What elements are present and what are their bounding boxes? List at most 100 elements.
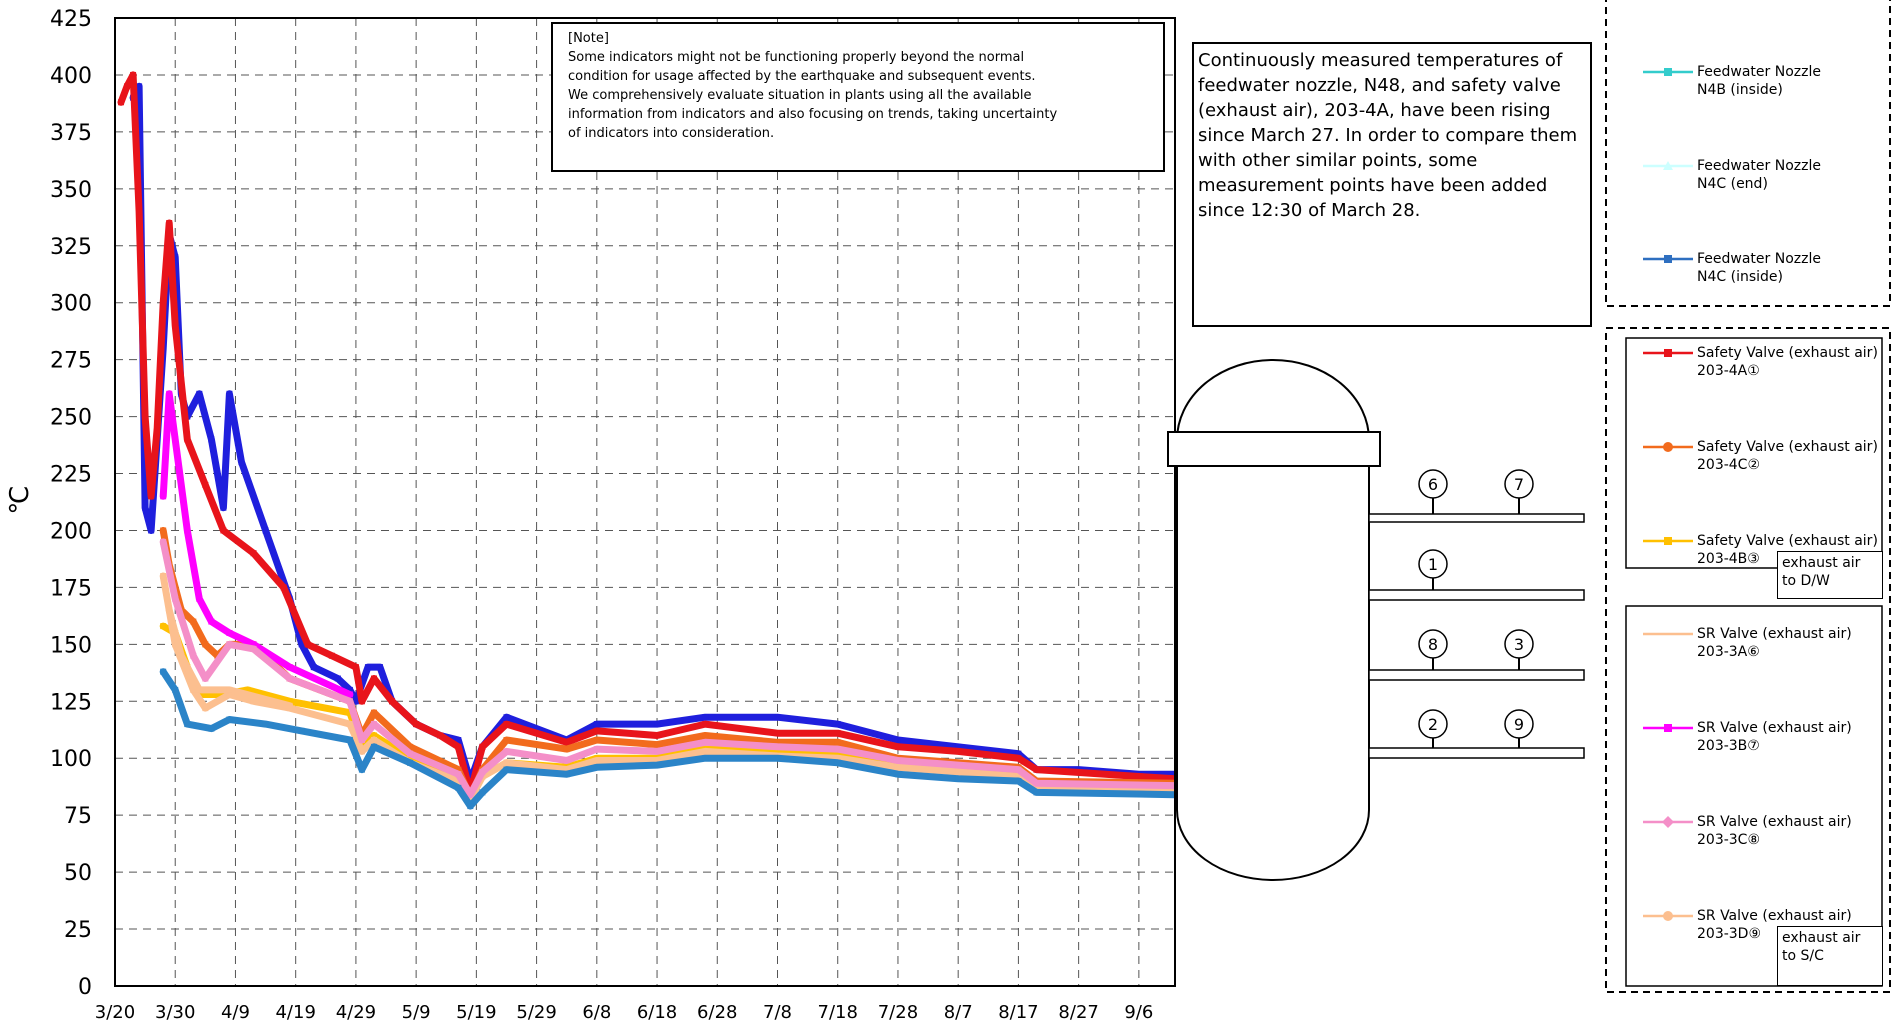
series-point [593, 727, 600, 734]
x-tick-label: 7/8 [763, 1002, 792, 1023]
legend-sublabel: 203-4B③ [1697, 551, 1760, 567]
series-point [1015, 766, 1022, 773]
series-point [370, 675, 377, 682]
series-point [298, 641, 305, 648]
series-line [159, 390, 354, 698]
valve-marker-label: 9 [1514, 715, 1524, 734]
note-line: information from indicators and also foc… [568, 107, 1058, 122]
series-point [503, 748, 510, 755]
series-point [1033, 784, 1040, 791]
series-point [563, 757, 570, 764]
series-point [172, 254, 179, 261]
series-point [503, 714, 510, 721]
series-point [563, 771, 570, 778]
valve-marker-circle [1418, 469, 1448, 499]
series-point [226, 390, 233, 397]
series-point [190, 618, 197, 625]
series-point [136, 83, 143, 90]
series-point [407, 743, 414, 750]
series-point [702, 739, 709, 746]
series-point [118, 99, 125, 106]
series-point [894, 771, 901, 778]
valve-marker-label: 7 [1514, 475, 1524, 494]
plot-frame [114, 17, 1176, 987]
pipe-4 [1368, 747, 1585, 759]
series-point [894, 764, 901, 771]
series-point [437, 732, 444, 739]
x-tick-label: 4/19 [275, 1002, 315, 1023]
flow-label-sc: exhaust air to S/C [1777, 926, 1883, 986]
series-point [250, 550, 257, 557]
legend-sublabel: 203-3D⑨ [1697, 926, 1762, 942]
series-point [238, 459, 245, 466]
legend-label: Safety Valve (exhaust air) [1697, 439, 1878, 455]
series-point [834, 739, 841, 746]
legend-label: SR Valve (exhaust air) [1697, 908, 1852, 924]
series-point [226, 641, 233, 648]
series-point [955, 762, 962, 769]
y-tick-label: 175 [50, 576, 92, 601]
y-tick-label: 0 [78, 975, 92, 1000]
series-point [702, 755, 709, 762]
series-point [1135, 773, 1142, 780]
series-point [503, 737, 510, 744]
series-point [563, 739, 570, 746]
series-point [894, 737, 901, 744]
y-tick-labels: 0 25 50 75 100 125 150 175 200 225 250 275 300 325 350… [50, 7, 92, 1000]
series-point [226, 691, 233, 698]
series-point [166, 607, 173, 614]
legend-sublabel: N4B (inside) [1697, 82, 1783, 98]
series-point [702, 721, 709, 728]
series-point [654, 757, 661, 764]
note-line: condition for usage affected by the eart… [568, 69, 1036, 84]
series-point [467, 791, 474, 798]
series-point [208, 618, 215, 625]
series-point [160, 623, 167, 630]
series-point [358, 766, 365, 773]
series-point [136, 208, 143, 215]
y-tick-label: 425 [50, 7, 92, 32]
series-point [172, 595, 179, 602]
series-point [455, 743, 462, 750]
valve-marker-label: 2 [1428, 715, 1438, 734]
valve-marker-circle [1418, 549, 1448, 579]
series-point [593, 737, 600, 744]
series-point [702, 714, 709, 721]
series-point [834, 746, 841, 753]
series-point [286, 664, 293, 671]
x-tick-label: 7/28 [878, 1002, 918, 1023]
series-point [834, 750, 841, 757]
series-point [244, 686, 251, 693]
y-axis-label: ℃ [5, 485, 35, 514]
pipe-3 [1368, 669, 1585, 681]
series-point [479, 789, 486, 796]
legend-label: SR Valve (exhaust air) [1697, 814, 1852, 830]
series-point [250, 645, 257, 652]
series-point [298, 727, 305, 734]
legend-sublabel: 203-3A⑥ [1697, 644, 1760, 660]
series-point [328, 652, 335, 659]
note-box: [Note] Some indicators might not be func… [551, 22, 1165, 172]
valve-marker-circle [1418, 629, 1448, 659]
series-point [358, 748, 365, 755]
info-text: Continuously measured temperatures of fe… [1198, 50, 1578, 221]
legend-label: Safety Valve (exhaust air) [1697, 345, 1878, 361]
series-point [1033, 766, 1040, 773]
series-point [358, 698, 365, 705]
note-title: [Note] [568, 31, 609, 46]
legend-label: N4B (end) [1697, 0, 1768, 3]
y-tick-label: 375 [50, 121, 92, 146]
y-tick-label: 200 [50, 519, 92, 544]
series-point [172, 686, 179, 693]
series-point [370, 721, 377, 728]
series-point [160, 299, 167, 306]
series-point [407, 759, 414, 766]
series-point [377, 664, 383, 671]
series-point [184, 436, 191, 443]
series-point [593, 757, 600, 764]
x-tick-label: 4/29 [336, 1002, 376, 1023]
series-7 [165, 606, 294, 710]
series-point [358, 737, 365, 744]
series-point [346, 737, 353, 744]
series-line [159, 668, 1179, 810]
